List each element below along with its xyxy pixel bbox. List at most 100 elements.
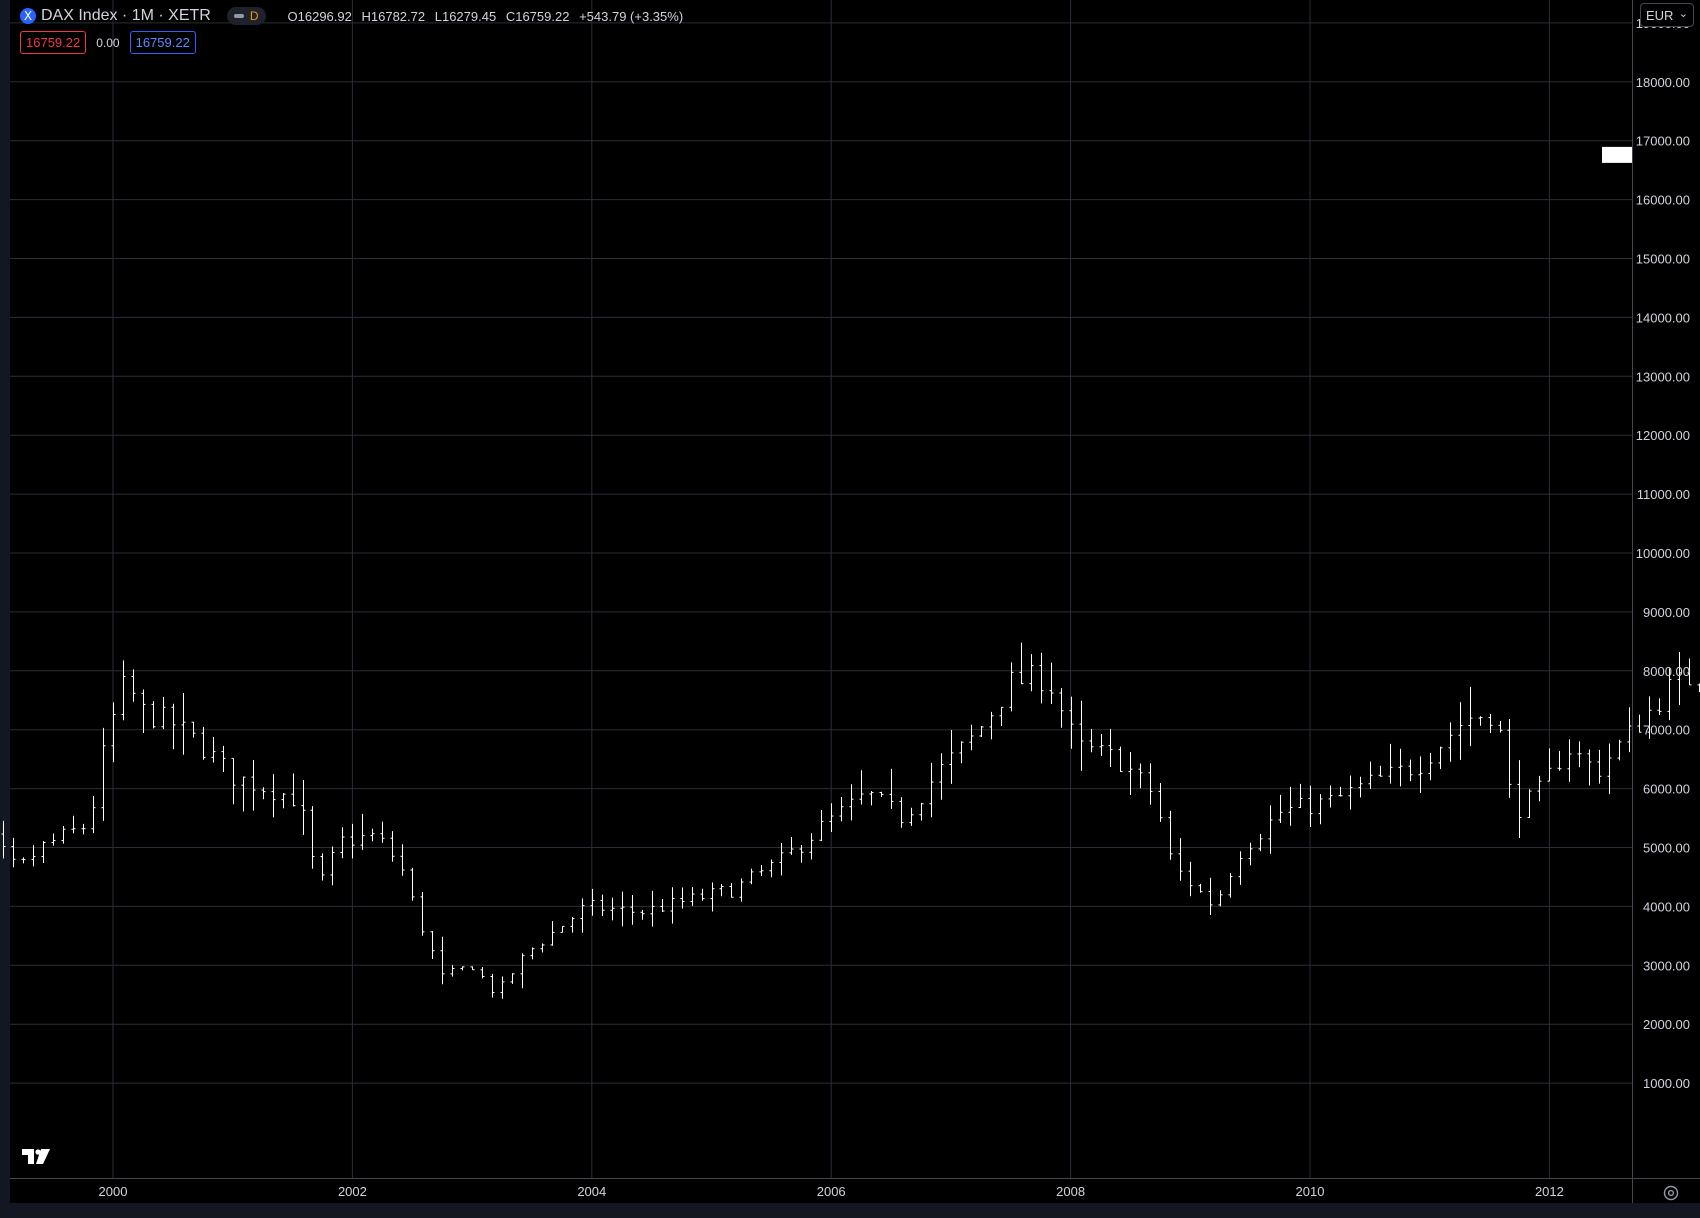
- ohlc-bar: [1368, 761, 1373, 790]
- symbol-logo-icon: X: [20, 8, 36, 24]
- ohlc-bar: [769, 859, 774, 878]
- ohlc-bar: [1128, 751, 1133, 796]
- ohlc-bar: [1059, 688, 1064, 728]
- y-tick-label: 8000.00: [1643, 664, 1690, 679]
- change-value: +543.79 (+3.35%): [579, 8, 684, 24]
- ohlc-bar: [430, 931, 435, 959]
- y-tick-label: 10000.00: [1636, 546, 1690, 561]
- last-price-marker: [1602, 146, 1632, 163]
- ohlc-bar: [340, 827, 345, 859]
- ohlc-bar: [680, 887, 685, 909]
- chevron-down-icon: ⌄: [1678, 8, 1688, 20]
- y-tick-label: 4000.00: [1643, 899, 1690, 914]
- buy-price-button[interactable]: 16759.22: [129, 31, 196, 54]
- ohlc-bar: [1108, 728, 1113, 768]
- y-tick-label: 5000.00: [1643, 841, 1690, 856]
- x-tick-label: 2004: [577, 1184, 606, 1199]
- ohlc-bar: [759, 865, 764, 877]
- ohlc-bar: [1468, 686, 1473, 747]
- ohlc-bar: [1049, 662, 1054, 704]
- ohlc-bar: [1478, 716, 1483, 726]
- ohlc-bar: [1547, 748, 1552, 782]
- ohlc-bar: [919, 802, 924, 821]
- ohlc-bar: [191, 721, 196, 738]
- ohlc-bar: [201, 726, 206, 760]
- close-value: 16759.22: [515, 8, 570, 24]
- ohlc-bar: [909, 807, 914, 826]
- ohlc-bar: [1278, 794, 1283, 823]
- ohlc-bar: [1378, 765, 1383, 777]
- ohlc-bar: [450, 964, 455, 977]
- ohlc-bar: [1069, 696, 1074, 749]
- y-tick-label: 18000.00: [1636, 75, 1690, 90]
- y-tick-label: 3000.00: [1643, 958, 1690, 973]
- ohlc-bar: [700, 888, 705, 901]
- ohlc-bar: [231, 757, 236, 805]
- ohlc-bar: [1418, 756, 1423, 794]
- y-tick-label: 6000.00: [1643, 782, 1690, 797]
- minus-icon: [233, 14, 244, 18]
- ohlc-bar: [1288, 786, 1293, 826]
- ohlc-bar: [550, 921, 555, 946]
- ohlc-bar: [1208, 877, 1213, 916]
- ohlc-bar: [590, 888, 595, 916]
- ohlc-bar: [610, 897, 615, 921]
- ohlc-bar: [490, 973, 495, 998]
- ohlc-bar: [1228, 873, 1233, 898]
- ohlc-bar: [91, 796, 96, 834]
- ohlc-bar: [390, 831, 395, 862]
- ohlc-bar: [849, 784, 854, 821]
- ohlc-bar: [540, 943, 545, 953]
- ohlc-bar: [789, 836, 794, 855]
- gear-icon[interactable]: [1661, 1183, 1681, 1203]
- ohlc-bar: [869, 791, 874, 806]
- ohlc-bar: [181, 693, 186, 755]
- ohlc-bar: [1118, 746, 1123, 773]
- tradingview-logo-icon[interactable]: [22, 1147, 52, 1167]
- ohlc-bar: [460, 966, 465, 971]
- currency-button[interactable]: EUR ⌄: [1640, 3, 1694, 27]
- y-tick-label: 13000.00: [1636, 369, 1690, 384]
- sell-price-button[interactable]: 16759.22: [20, 31, 87, 54]
- ohlc-bar: [271, 774, 276, 818]
- ohlc-bar: [370, 828, 375, 842]
- ohlc-bar: [1198, 883, 1203, 893]
- ohlc-bar: [690, 887, 695, 906]
- ohlc-bar: [1657, 698, 1662, 715]
- ohlc-bar: [1507, 719, 1512, 798]
- x-tick-label: 2000: [99, 1184, 128, 1199]
- ohlc-bar: [301, 780, 306, 835]
- ohlc-bar: [1019, 642, 1024, 685]
- symbol-title[interactable]: DAX Index · 1M · XETR: [41, 7, 211, 24]
- ohlc-bar: [1617, 739, 1622, 761]
- ohlc-bar: [620, 891, 625, 927]
- ohlc-bar: [560, 925, 565, 933]
- ohlc-bar: [241, 776, 246, 812]
- ohlc-bar: [729, 883, 734, 898]
- ohlc-bar: [1218, 890, 1223, 907]
- ohlc-bar: [1587, 749, 1592, 786]
- ohlc-bar: [939, 753, 944, 800]
- ohlc-bar: [111, 702, 116, 763]
- ohlc-bar: [670, 887, 675, 924]
- ohlc-bar: [1527, 789, 1532, 818]
- ohlc-bar: [1577, 741, 1582, 768]
- ohlc-bar: [859, 770, 864, 805]
- ohlc-bar: [1667, 668, 1672, 721]
- ohlc-bar: [31, 845, 36, 867]
- ohlc-bar: [1148, 763, 1153, 805]
- ohlc-bar: [330, 846, 335, 886]
- ohlc-bar: [1258, 833, 1263, 852]
- ohlc-bar: [1089, 728, 1094, 753]
- ohlc-bar: [1099, 733, 1104, 756]
- ohlc-bar: [41, 841, 46, 863]
- ohlc-bar: [719, 883, 724, 897]
- ohlc-bar: [1318, 794, 1323, 825]
- ohlc-bar: [440, 936, 445, 985]
- trade-row: 16759.22 0.00 16759.22: [20, 31, 196, 54]
- open-value: 16296.92: [297, 8, 352, 24]
- ohlc-bar: [1, 820, 6, 859]
- ohlc-bar: [1627, 707, 1632, 753]
- interval-pill[interactable]: D: [226, 7, 266, 25]
